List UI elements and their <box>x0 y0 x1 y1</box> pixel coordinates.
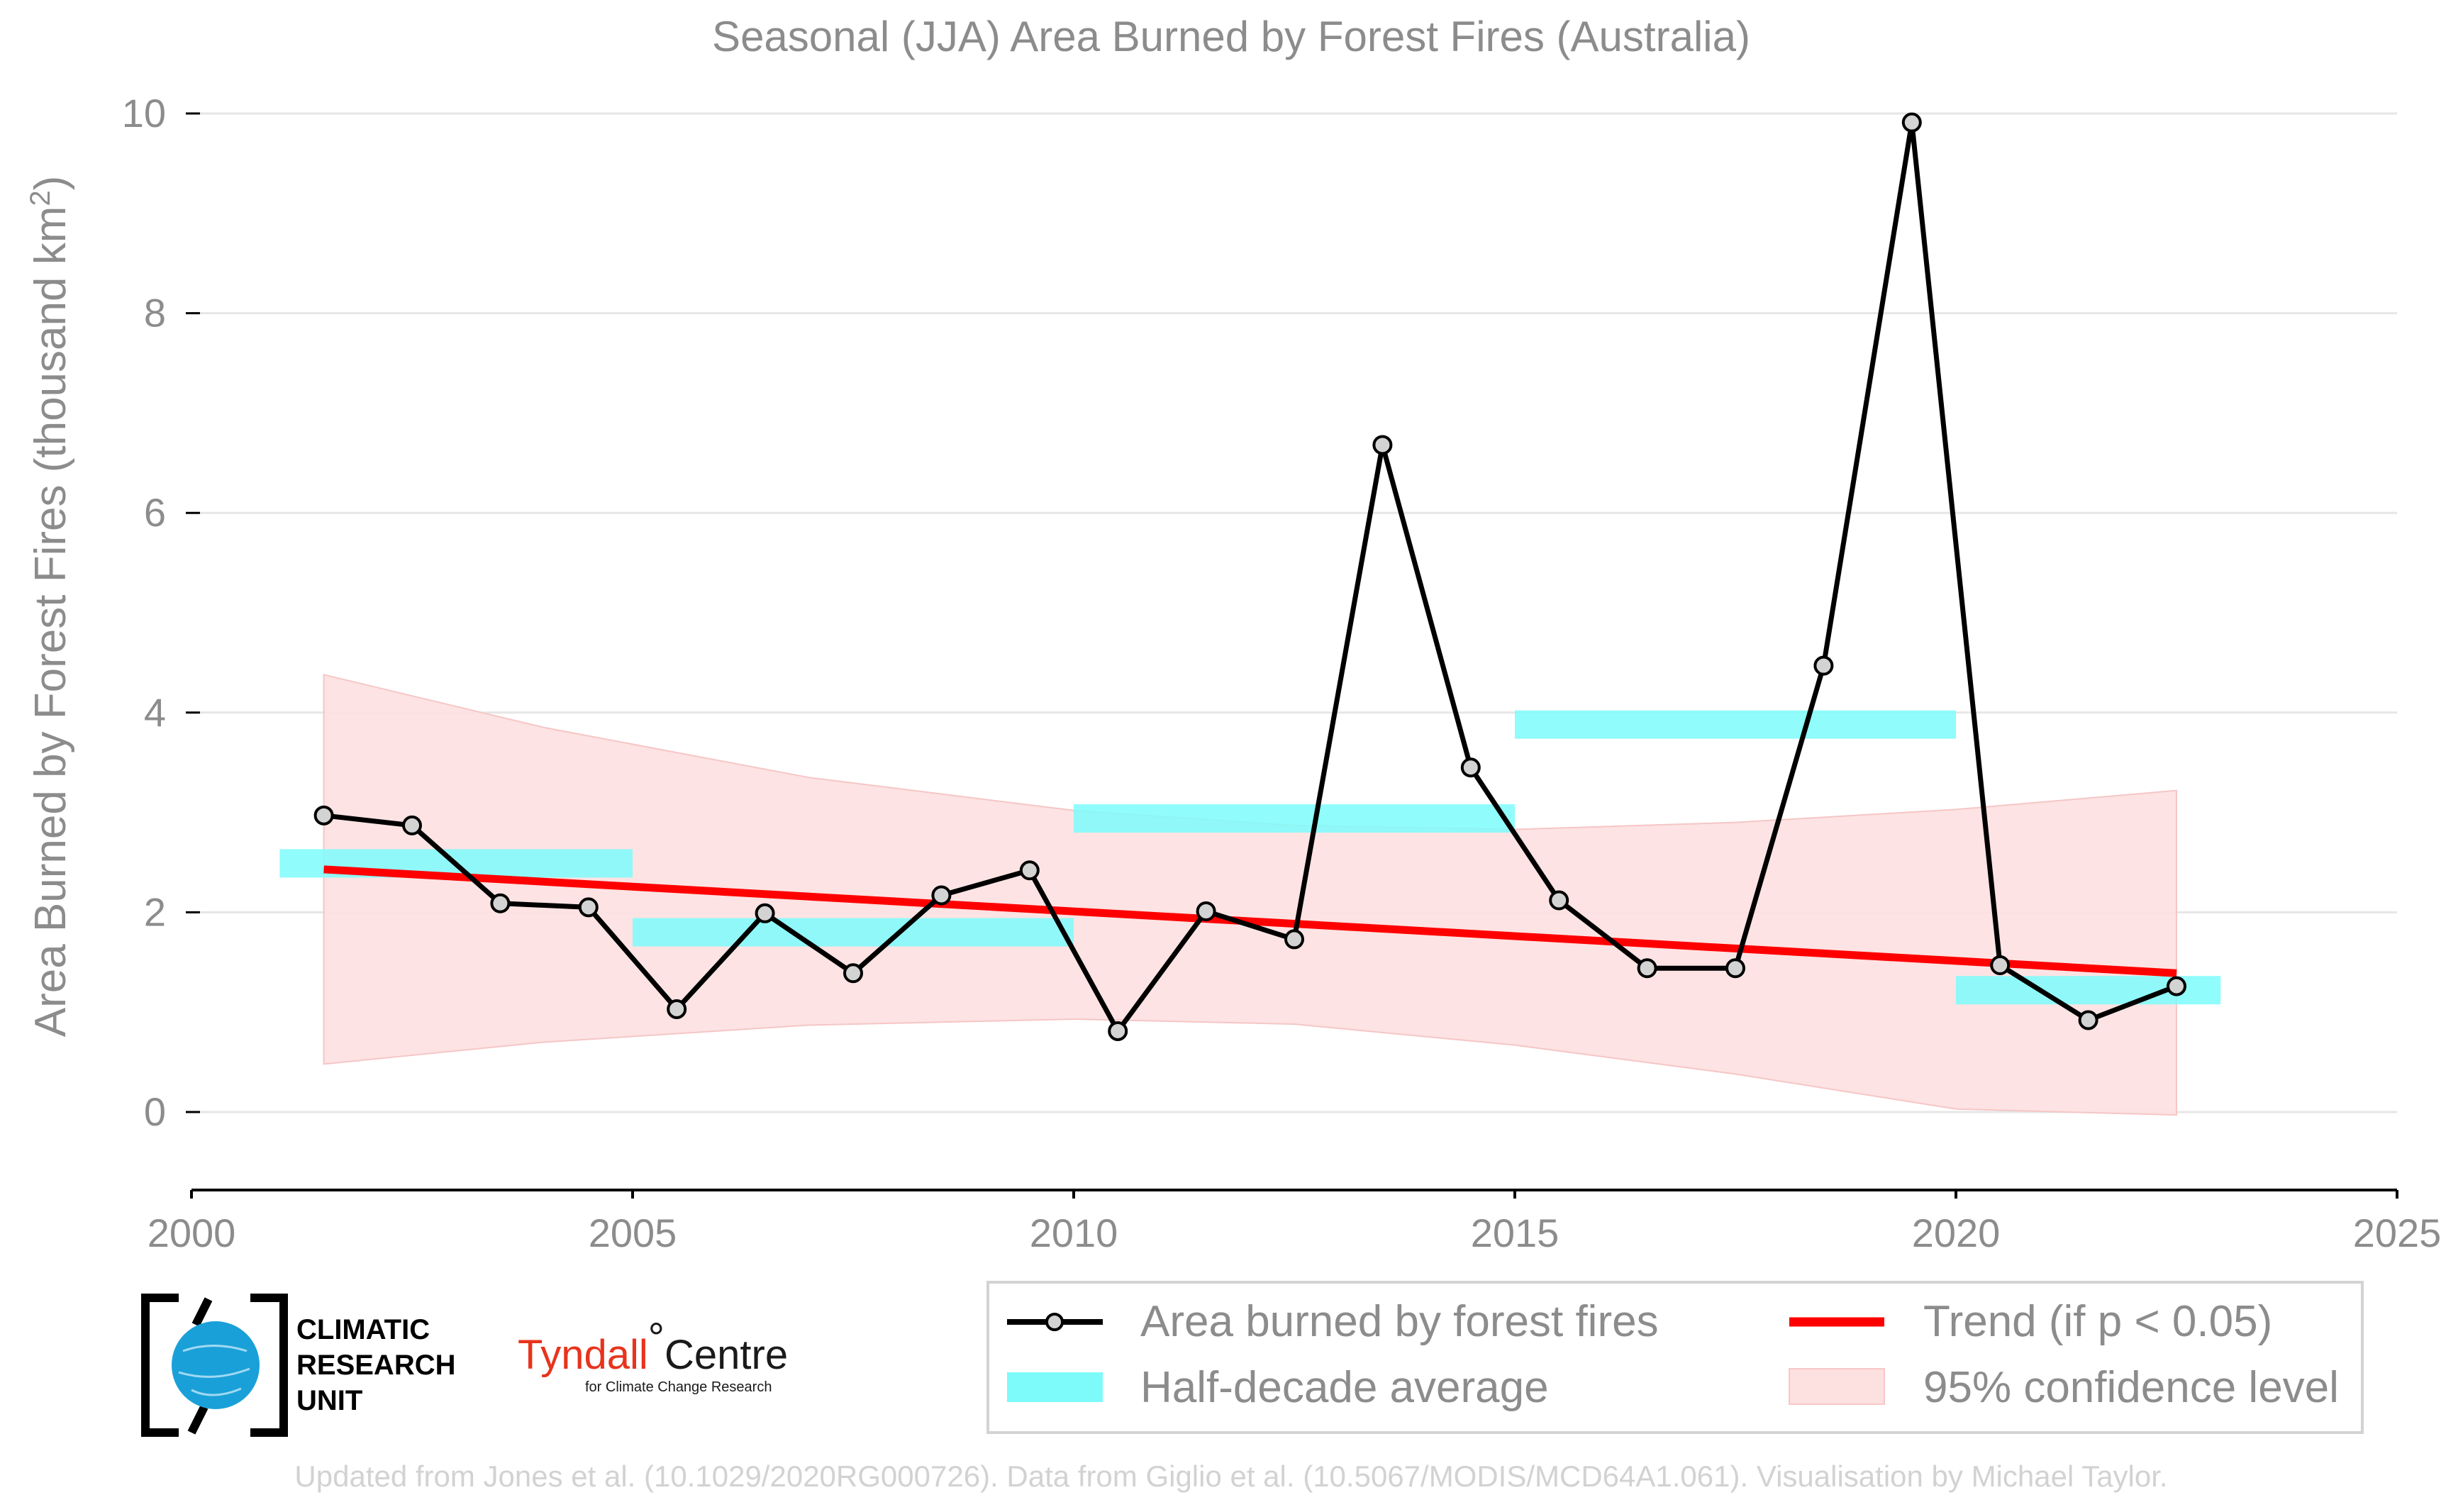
data-point <box>1725 958 1745 979</box>
confidence-band-layer <box>323 674 2177 1116</box>
cru-logo-slash-top <box>191 1297 213 1327</box>
cru-logo-slash-bottom <box>187 1405 209 1435</box>
data-point <box>843 963 863 984</box>
cru-name-line1: CLIMATIC <box>296 1314 430 1345</box>
y-tick-label: 10 <box>122 91 166 135</box>
y-tick-label: 4 <box>144 690 166 735</box>
legend-label-confidence: 95% confidence level <box>1923 1363 2339 1412</box>
half-decade-bar <box>1074 804 1515 833</box>
tyndall-degree: ° <box>648 1315 665 1361</box>
trend-line <box>323 865 2177 977</box>
cru-logo-right-bracket <box>250 1294 288 1437</box>
y-axis-label-text: Area Burned by Forest Fires (thousand km <box>26 206 75 1038</box>
chart-title: Seasonal (JJA) Area Burned by Forest Fir… <box>712 13 1750 60</box>
area-burned-line <box>323 122 2178 1036</box>
data-point <box>2078 1010 2098 1030</box>
tyndall-logo-title: Tyndall°Centre <box>518 1315 788 1378</box>
axes: 0 2 4 6 8 10 2000 2005 2010 2015 2020 2025 <box>122 91 2442 1255</box>
globe-icon <box>172 1321 260 1409</box>
legend-label-trend: Trend (if p < 0.05) <box>1923 1297 2272 1346</box>
globe-icon-lines <box>178 1345 250 1396</box>
confidence-band <box>323 674 2177 1116</box>
legend: Area burned by forest fires Trend (if p … <box>986 1281 2364 1434</box>
legend-half-decade-swatch <box>1007 1372 1103 1402</box>
data-point <box>667 999 687 1019</box>
data-point <box>1372 435 1393 455</box>
x-tick-label: 2020 <box>1912 1211 2001 1255</box>
area-burned-series-layer <box>313 112 2186 1041</box>
data-point <box>1990 955 2011 976</box>
half-decade-average-layer <box>279 710 2221 1005</box>
cru-logo: CLIMATIC RESEARCH UNIT <box>141 1294 455 1437</box>
data-point <box>2167 976 2186 996</box>
y-tick-label: 2 <box>144 889 166 934</box>
data-point <box>1901 112 1922 133</box>
y-tick-label: 6 <box>144 490 166 535</box>
y-axis-label: Area Burned by Forest Fires (thousand km… <box>25 176 75 1038</box>
data-point <box>313 805 334 826</box>
legend-label-half-decade: Half-decade average <box>1140 1363 1549 1412</box>
cru-name-line3: UNIT <box>296 1385 362 1416</box>
legend-confidence-swatch <box>1789 1368 1885 1405</box>
data-point <box>1108 1021 1128 1041</box>
footer-credits: Updated from Jones et al. (10.1029/2020R… <box>294 1460 2167 1493</box>
data-point <box>1549 890 1569 911</box>
half-decade-bar <box>1515 710 1956 739</box>
data-point <box>1637 958 1657 979</box>
y-tick-label: 8 <box>144 291 166 335</box>
legend-box <box>986 1281 2364 1434</box>
data-point <box>1196 901 1216 921</box>
data-point <box>490 893 511 913</box>
legend-label-area-burned: Area burned by forest fires <box>1140 1297 1659 1346</box>
x-tick-label: 2010 <box>1030 1211 1118 1255</box>
data-point <box>931 885 952 906</box>
x-tick-label: 2005 <box>589 1211 677 1255</box>
x-tick-label: 2000 <box>148 1211 236 1255</box>
data-point <box>402 815 422 835</box>
data-point <box>1460 757 1481 778</box>
legend-marker-swatch <box>1045 1313 1064 1331</box>
data-point <box>1019 860 1040 881</box>
cru-logo-left-bracket <box>141 1294 179 1437</box>
tyndall-centre: Centre <box>665 1332 788 1378</box>
cru-name-line2: RESEARCH <box>296 1350 455 1381</box>
tyndall-subtitle: for Climate Change Research <box>585 1379 772 1395</box>
trend-line-layer <box>323 865 2177 977</box>
data-point <box>1284 929 1304 950</box>
half-decade-bar <box>633 918 1074 947</box>
data-point <box>578 897 599 918</box>
data-point <box>1813 655 1834 676</box>
data-point <box>755 903 775 923</box>
x-tick-label: 2025 <box>2353 1211 2442 1255</box>
y-axis-label-superscript: 2 <box>25 190 56 206</box>
y-tick-label: 0 <box>144 1089 166 1134</box>
tyndall-name: Tyndall <box>518 1332 648 1378</box>
y-axis-label-close: ) <box>26 176 75 191</box>
x-tick-label: 2015 <box>1471 1211 1559 1255</box>
tyndall-logo: Tyndall°Centre for Climate Change Resear… <box>518 1315 788 1395</box>
